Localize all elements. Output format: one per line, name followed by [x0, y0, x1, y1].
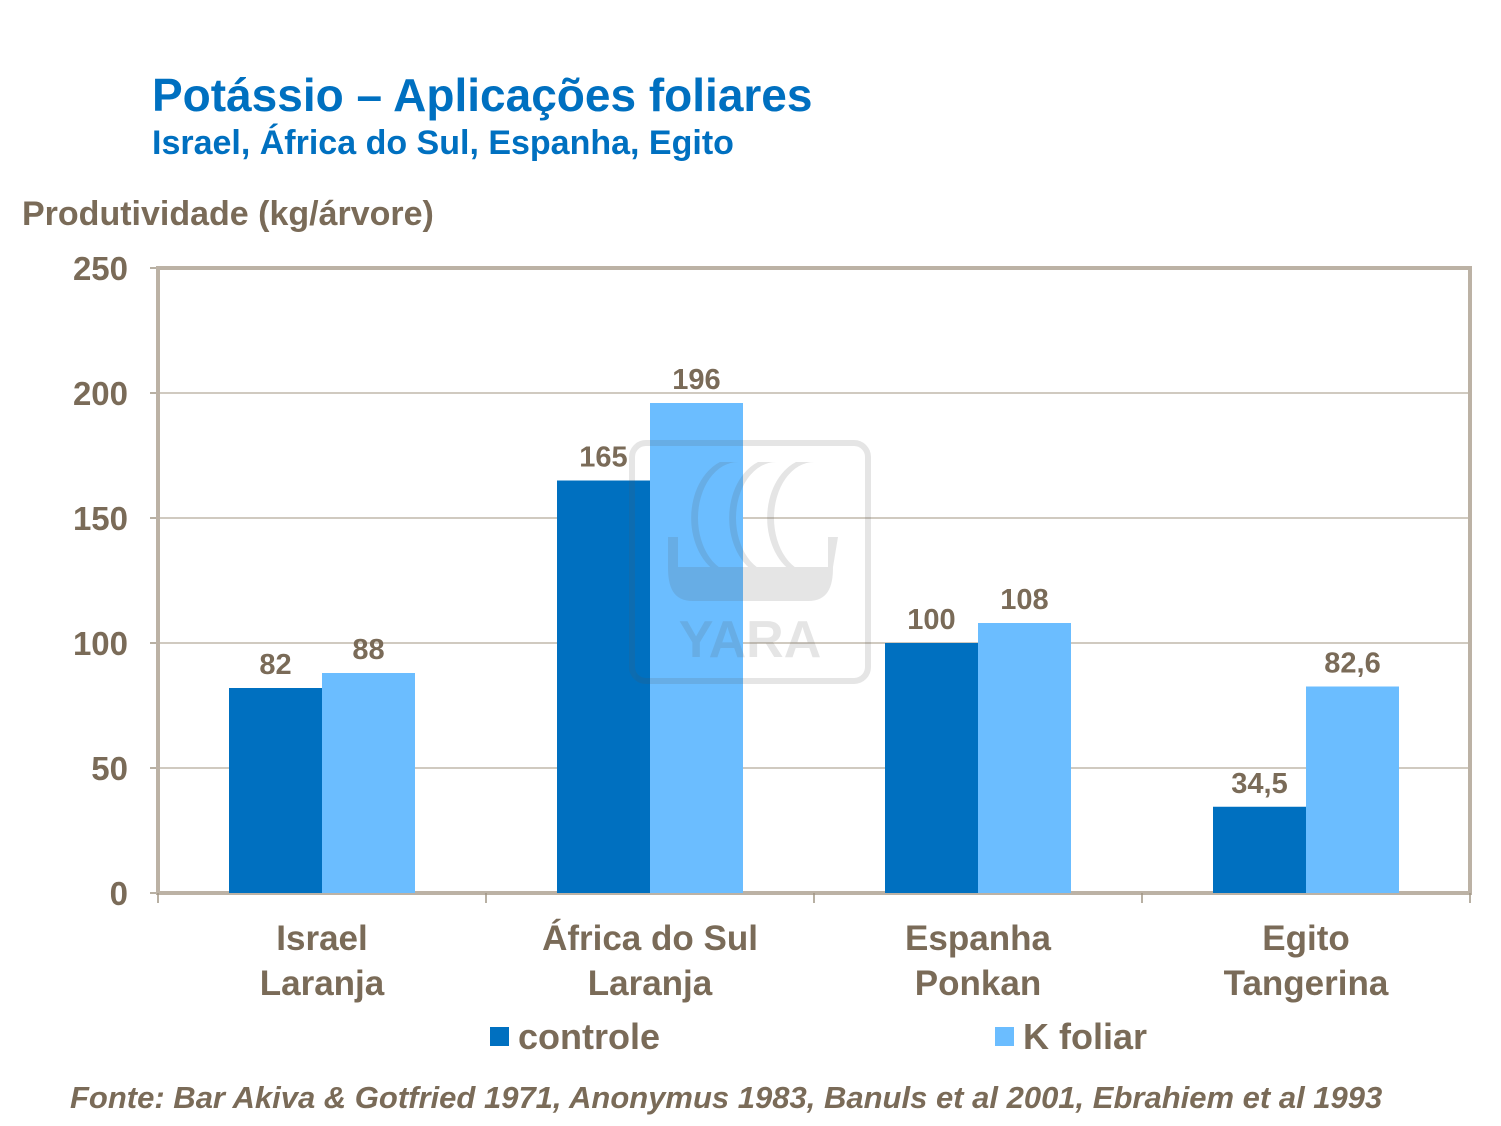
y-tick-label: 50: [91, 750, 128, 787]
data-label: 88: [352, 634, 384, 666]
y-tick-label: 0: [110, 875, 128, 912]
y-axis-label: Produtividade (kg/árvore): [22, 195, 434, 233]
x-category-label: Laranja: [588, 964, 713, 1003]
data-label: 100: [907, 604, 955, 636]
data-label: 82: [259, 649, 291, 681]
legend-label: K foliar: [1023, 1016, 1147, 1057]
legend-swatch: [490, 1027, 509, 1046]
data-label: 165: [579, 442, 627, 474]
bar-k-foliar: [322, 673, 415, 893]
legend-swatch: [995, 1027, 1014, 1046]
data-label: 196: [672, 364, 720, 396]
bar-controle: [229, 688, 322, 893]
data-label: 34,5: [1231, 768, 1287, 800]
y-tick-label: 250: [73, 250, 128, 287]
y-tick-label: 200: [73, 375, 128, 412]
data-label: 108: [1000, 584, 1048, 616]
bar-k-foliar: [978, 623, 1071, 893]
bar-controle: [557, 480, 650, 893]
source-note: Fonte: Bar Akiva & Gotfried 1971, Anonym…: [70, 1080, 1383, 1115]
yara-logo-watermark: YARA: [629, 440, 871, 684]
bar-k-foliar: [650, 403, 743, 893]
bar-controle: [1213, 806, 1306, 893]
chart-title: Potássio – Aplicações foliares: [152, 69, 813, 121]
data-label: 82,6: [1324, 648, 1380, 680]
x-category-label: África do Sul: [542, 918, 758, 958]
svg-text:YARA: YARA: [679, 611, 822, 669]
bar-k-foliar: [1306, 686, 1399, 893]
legend-label: controle: [518, 1016, 660, 1057]
x-category-label: Egito: [1262, 919, 1349, 958]
y-tick-label: 100: [73, 625, 128, 662]
x-category-label: Ponkan: [915, 964, 1041, 1003]
chart-subtitle: Israel, África do Sul, Espanha, Egito: [152, 124, 734, 162]
x-category-label: Israel: [276, 919, 367, 958]
x-category-label: Espanha: [905, 919, 1051, 958]
y-tick-label: 150: [73, 500, 128, 537]
bar-controle: [885, 643, 978, 893]
x-category-label: Laranja: [260, 964, 385, 1003]
x-category-label: Tangerina: [1224, 964, 1389, 1003]
